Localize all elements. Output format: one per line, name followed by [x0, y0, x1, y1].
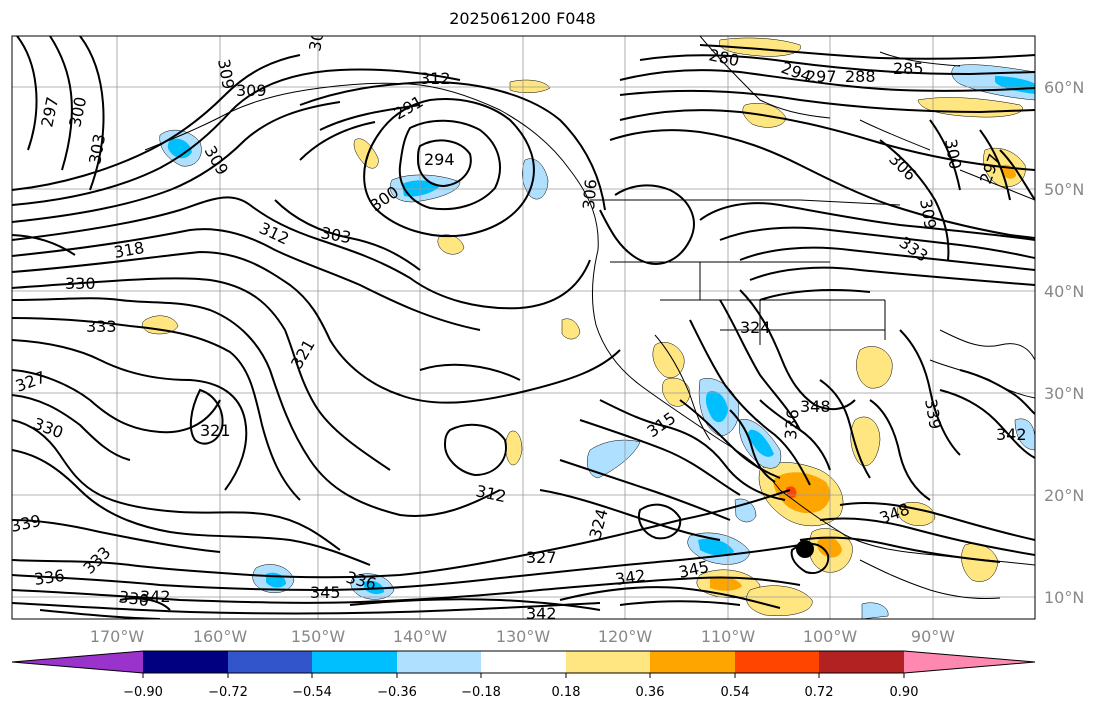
colorbar-tick-label: −0.90 — [123, 685, 163, 700]
colorbar-tick-label: 0.90 — [890, 685, 919, 700]
latitude-labels: 60°N 50°N 40°N 30°N 20°N 10°N — [1044, 78, 1084, 607]
colorbar-tick-label: −0.54 — [292, 685, 332, 700]
contour-label: 327 — [526, 548, 557, 567]
colorbar-segment — [735, 651, 819, 673]
blue-patch — [587, 439, 641, 479]
lat-tick-label: 50°N — [1044, 180, 1084, 199]
contour-label: 336 — [33, 566, 66, 589]
lon-tick-label: 140°W — [393, 627, 448, 646]
contour-label: 342 — [140, 587, 171, 606]
colorbar-tick-label: 0.72 — [805, 685, 834, 700]
contour-label: 285 — [893, 59, 924, 78]
colorbar-segment — [566, 651, 650, 673]
yellow-patch — [509, 79, 551, 93]
colorbar-segment — [143, 651, 228, 673]
map-gridlines — [12, 36, 1035, 619]
colorbar: −0.90 −0.72 −0.54 −0.36 −0.18 0.18 0.36 … — [11, 650, 1036, 700]
lon-tick-label: 160°W — [193, 627, 248, 646]
orange-patch — [710, 576, 742, 591]
colorbar-segment — [650, 651, 735, 673]
map-panel: 297 300 303 309 309 306 309 312 291 294 … — [12, 19, 1035, 623]
orange-patch — [773, 472, 831, 514]
yellow-patch — [856, 346, 893, 389]
contour-label: 342 — [614, 566, 647, 589]
colorbar-segment — [904, 651, 1035, 673]
coastlines — [144, 36, 1035, 599]
contour-label: 342 — [526, 604, 557, 623]
colorbar-tick-label: −0.72 — [208, 685, 248, 700]
lat-tick-label: 30°N — [1044, 384, 1084, 403]
contour-label: 330 — [117, 587, 150, 610]
contour-label: 330 — [65, 274, 96, 293]
map-frame — [11, 35, 1036, 620]
contour-label: 336 — [781, 408, 803, 440]
lat-tick-label: 10°N — [1044, 588, 1084, 607]
blue-patch — [1014, 418, 1035, 451]
colorbar-tick-label: −0.18 — [461, 685, 501, 700]
contour-label: 348 — [800, 397, 831, 416]
contour-label: 342 — [996, 425, 1027, 444]
yellow-patch — [746, 585, 813, 616]
lon-tick-label: 100°W — [803, 627, 858, 646]
yellow-patch — [353, 138, 379, 169]
yellow-patch — [561, 318, 581, 340]
contour-label: 345 — [310, 583, 341, 602]
colorbar-tick-label: 0.36 — [636, 685, 665, 700]
blue-patch — [698, 538, 734, 556]
contour-label: 333 — [86, 317, 117, 336]
yellow-patch — [652, 342, 685, 378]
lon-tick-label: 110°W — [701, 627, 756, 646]
lon-tick-label: 150°W — [291, 627, 346, 646]
contour-label: 324 — [740, 318, 771, 337]
blue-patch — [364, 580, 384, 595]
blue-patch — [402, 180, 440, 197]
lat-tick-label: 60°N — [1044, 78, 1084, 97]
contour-label: 321 — [200, 421, 231, 440]
lon-tick-label: 90°W — [911, 627, 955, 646]
blue-patch — [861, 602, 889, 619]
contour-label: 312 — [420, 69, 451, 88]
colorbar-segment — [481, 651, 566, 673]
blue-patch — [705, 390, 728, 423]
blue-patch — [167, 138, 192, 159]
colorbar-segment — [228, 651, 312, 673]
contour-label: 306 — [579, 178, 601, 210]
contour-lines — [12, 36, 1035, 619]
colorbar-segment — [819, 651, 904, 673]
blue-patch — [747, 429, 774, 457]
contour-label: 309 — [236, 81, 267, 100]
contour-label: 294 — [424, 150, 455, 169]
lon-tick-label: 120°W — [598, 627, 653, 646]
lat-tick-label: 20°N — [1044, 486, 1084, 505]
colorbar-tick-label: 0.18 — [552, 685, 581, 700]
lon-tick-label: 130°W — [496, 627, 551, 646]
contour-label: 288 — [845, 67, 876, 86]
colorbar-segment — [397, 651, 481, 673]
contour-label: 306 — [305, 19, 329, 52]
lon-tick-label: 170°W — [90, 627, 145, 646]
colorbar-tick-label: −0.36 — [377, 685, 417, 700]
colorbar-segment — [12, 651, 143, 673]
colorbar-segment — [312, 651, 397, 673]
yellow-patch — [662, 377, 691, 407]
low-center-marker — [796, 540, 814, 558]
lat-tick-label: 40°N — [1044, 282, 1084, 301]
colorbar-tick-label: 0.54 — [721, 685, 750, 700]
contour-label: 297 — [806, 67, 837, 86]
map-title: 2025061200 F048 — [449, 9, 596, 28]
longitude-labels: 170°W 160°W 150°W 140°W 130°W 120°W 110°… — [90, 627, 955, 646]
